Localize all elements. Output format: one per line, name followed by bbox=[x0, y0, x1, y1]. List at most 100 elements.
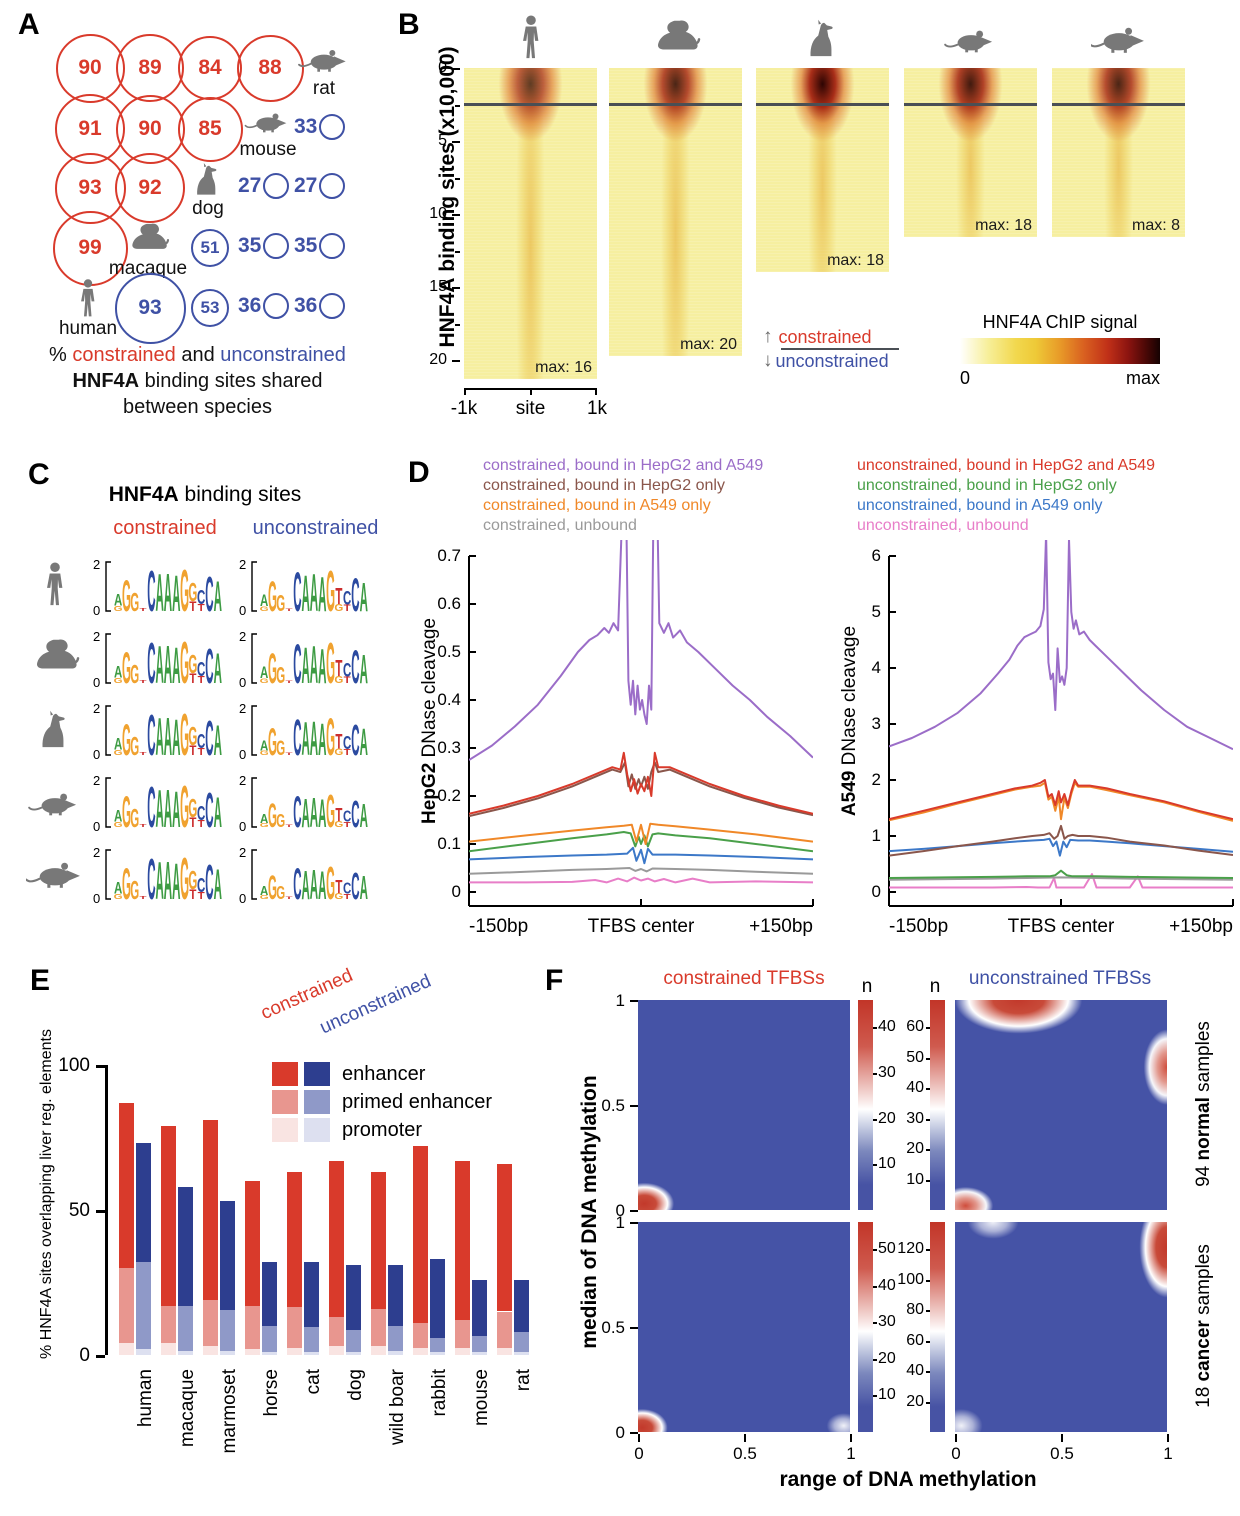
y-tick bbox=[452, 214, 460, 216]
panel-c-label: C bbox=[28, 458, 50, 491]
svg-text:T: T bbox=[198, 675, 206, 686]
human-icon bbox=[81, 279, 95, 317]
svg-text:0: 0 bbox=[452, 882, 461, 901]
svg-text:G: G bbox=[260, 750, 269, 757]
panel-a-caption: % constrained and unconstrained HNF4A bi… bbox=[10, 342, 385, 420]
constrained-legend: ↑ constrained ↓ unconstrained bbox=[763, 326, 913, 372]
svg-text:T: T bbox=[344, 748, 352, 757]
f-colorbar-n-label: n bbox=[929, 976, 941, 997]
chip-colorbar bbox=[960, 338, 1160, 364]
f-x-tick bbox=[1167, 1434, 1169, 1442]
legend-entry: constrained, unbound bbox=[483, 517, 637, 534]
svg-text:0: 0 bbox=[239, 891, 246, 906]
svg-text:A: A bbox=[301, 565, 309, 619]
chip-heatmap-rat: max: 8 bbox=[1052, 68, 1185, 237]
chip-colorbar-max: max bbox=[1125, 368, 1160, 388]
chip-heatmap-human: max: 16 bbox=[464, 68, 597, 379]
bar-constrained-promoter bbox=[329, 1346, 344, 1355]
series-unconstrained-unbound bbox=[889, 873, 1233, 889]
svg-text:G: G bbox=[326, 708, 335, 763]
svg-text:G: G bbox=[180, 558, 189, 619]
series-unconstrained-hepg2-only bbox=[469, 831, 813, 853]
f-y-tick bbox=[630, 1432, 638, 1434]
svg-text:G: G bbox=[326, 558, 335, 619]
bar-unconstrained-promoter bbox=[388, 1350, 403, 1355]
up-arrow-icon: ↑ bbox=[763, 326, 773, 347]
x-axis-tick bbox=[464, 388, 466, 395]
svg-text:A: A bbox=[214, 645, 222, 691]
f-row-label: 94 normal samples bbox=[1193, 999, 1215, 1209]
legend-entry: constrained, bound in HepG2 and A549 bbox=[483, 457, 764, 474]
svg-text:G: G bbox=[180, 702, 189, 763]
f-colorbar-tick: 30 bbox=[906, 1109, 924, 1127]
max-label: max: 18 bbox=[827, 252, 884, 269]
caption-and: and bbox=[175, 344, 221, 366]
dnase-ylabel-hepg2: HepG2 DNase cleavage bbox=[419, 556, 441, 886]
x-axis-tick bbox=[595, 388, 597, 395]
e-y-tick-label: 100 bbox=[58, 1055, 90, 1076]
f-heatmap-normal-constrained bbox=[638, 1000, 850, 1210]
svg-text:A: A bbox=[360, 648, 368, 691]
f-colorbar-tick: 60 bbox=[906, 1018, 924, 1036]
y-tick bbox=[455, 104, 460, 107]
f-colorbar-tickmark bbox=[926, 1057, 930, 1060]
empty-circle bbox=[263, 173, 290, 199]
svg-text:0.6: 0.6 bbox=[437, 594, 461, 613]
svg-text:A: A bbox=[260, 811, 268, 826]
svg-text:T: T bbox=[189, 599, 196, 614]
e-category-label: human bbox=[135, 1369, 156, 1428]
svg-text:A: A bbox=[318, 793, 326, 835]
bar-unconstrained-primed bbox=[178, 1305, 193, 1351]
svg-text:G: G bbox=[260, 822, 269, 828]
svg-text:C: C bbox=[197, 585, 205, 608]
series-constrained-hepg2-only bbox=[889, 824, 1233, 857]
bar-constrained-enhancer bbox=[455, 1160, 470, 1321]
dog-icon bbox=[42, 710, 65, 748]
svg-text:TFBS center: TFBS center bbox=[588, 916, 695, 937]
y-tick bbox=[452, 360, 460, 362]
svg-text:+150bp: +150bp bbox=[749, 916, 813, 937]
empty-circle bbox=[319, 233, 346, 259]
svg-text:A: A bbox=[310, 712, 318, 763]
f-colorbar-tickmark bbox=[926, 1340, 930, 1343]
svg-text:G: G bbox=[276, 736, 285, 760]
f-colorbar-tickmark bbox=[926, 1088, 930, 1091]
legend-entry: unconstrained, bound in HepG2 and A549 bbox=[857, 457, 1156, 474]
e-category-label: marmoset bbox=[219, 1369, 240, 1454]
f-colorbar-tick: 30 bbox=[878, 1313, 896, 1331]
bar-unconstrained-promoter bbox=[220, 1350, 235, 1355]
svg-text:A: A bbox=[301, 714, 309, 763]
e-y-tick bbox=[96, 1210, 105, 1213]
logo-species-macaque bbox=[22, 633, 88, 679]
svg-text:T: T bbox=[286, 679, 294, 684]
svg-text:-150bp: -150bp bbox=[889, 916, 948, 937]
bar-unconstrained-primed bbox=[514, 1331, 529, 1353]
svg-text:4: 4 bbox=[872, 658, 881, 677]
bar-unconstrained-primed bbox=[304, 1327, 319, 1353]
svg-text:0: 0 bbox=[93, 891, 100, 906]
y-tick-label: 10 bbox=[429, 205, 447, 222]
f-colorbar-n-label: n bbox=[861, 976, 873, 997]
e-y-tick-label: 0 bbox=[79, 1345, 90, 1366]
svg-text:G: G bbox=[334, 675, 343, 686]
svg-text:2: 2 bbox=[93, 773, 100, 788]
f-y-tick bbox=[630, 1210, 638, 1212]
f-colorbar-tick: 30 bbox=[878, 1064, 896, 1082]
bar-constrained-enhancer bbox=[371, 1172, 386, 1309]
y-tick bbox=[452, 68, 460, 70]
species-label: human bbox=[58, 318, 118, 339]
svg-text:C: C bbox=[197, 729, 205, 752]
svg-text:C: C bbox=[147, 846, 155, 907]
svg-text:G: G bbox=[114, 605, 123, 613]
svg-text:C: C bbox=[205, 639, 213, 691]
svg-text:T: T bbox=[286, 752, 294, 756]
legend-entry: unconstrained, bound in HepG2 only bbox=[857, 477, 1117, 494]
bar-unconstrained-enhancer bbox=[178, 1186, 193, 1306]
svg-text:A: A bbox=[164, 852, 172, 907]
svg-text:T: T bbox=[335, 806, 342, 826]
svg-text:C: C bbox=[351, 715, 359, 763]
row-label-type: normal bbox=[1193, 1097, 1214, 1161]
f-colorbar-tickmark bbox=[873, 1285, 877, 1288]
caption-line-1: % constrained and unconstrained bbox=[10, 342, 385, 368]
